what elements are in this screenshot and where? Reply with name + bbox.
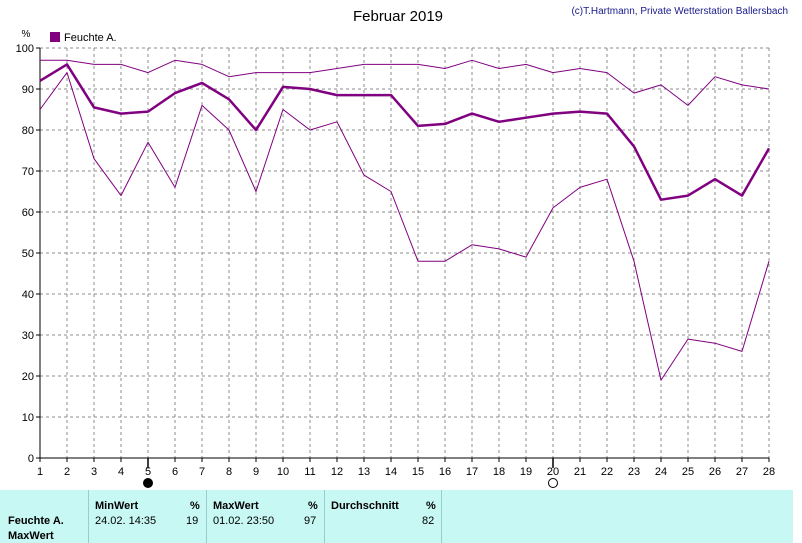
- y-axis-unit: %: [22, 29, 31, 40]
- x-tick-label: 8: [226, 466, 232, 478]
- full-moon-icon: [548, 478, 558, 488]
- humidity-chart: Februar 2019 (c)T.Hartmann, Private Wett…: [16, 6, 788, 488]
- x-tick-label: 28: [763, 466, 775, 478]
- stats-avg-value: 82: [422, 515, 435, 527]
- stats-max-value: 97: [304, 515, 317, 527]
- chart-title: Februar 2019: [353, 8, 443, 25]
- x-tick-label: 25: [682, 466, 694, 478]
- stats-avg-unit: %: [426, 500, 436, 512]
- x-tick-label: 18: [493, 466, 505, 478]
- x-tick-label: 20: [547, 466, 559, 478]
- credit-text: (c)T.Hartmann, Private Wetterstation Bal…: [571, 6, 788, 17]
- stats-table: MinWert % MaxWert % Durchschnitt % Feuch…: [0, 490, 793, 543]
- x-tick-label: 11: [304, 466, 315, 478]
- y-tick-label: 70: [22, 166, 34, 178]
- x-tick-label: 22: [601, 466, 613, 478]
- stats-row-label: Feuchte A.: [8, 515, 64, 527]
- y-tick-label: 50: [22, 248, 34, 260]
- stats-min-value: 19: [186, 515, 199, 527]
- stats-max-time: 01.02. 23:50: [213, 515, 275, 527]
- x-tick-label: 15: [412, 466, 424, 478]
- stats-max-unit: %: [308, 500, 318, 512]
- x-tick-label: 1: [37, 466, 43, 478]
- stats-min-unit: %: [190, 500, 200, 512]
- x-tick-label: 13: [358, 466, 370, 478]
- y-tick-label: 40: [22, 289, 34, 301]
- stats-min-time: 24.02. 14:35: [95, 515, 157, 527]
- x-tick-label: 9: [253, 466, 259, 478]
- y-tick-label: 100: [16, 43, 34, 55]
- x-tick-label: 19: [520, 466, 532, 478]
- y-tick-label: 0: [28, 453, 34, 465]
- y-tick-label: 20: [22, 371, 34, 383]
- x-tick-label: 5: [145, 466, 151, 478]
- x-tick-label: 24: [655, 466, 667, 478]
- x-tick-label: 3: [91, 466, 97, 478]
- x-tick-label: 2: [64, 466, 70, 478]
- y-tick-label: 10: [22, 412, 34, 424]
- x-tick-label: 17: [466, 466, 478, 478]
- legend-label: Feuchte A.: [64, 32, 117, 44]
- x-tick-label: 7: [199, 466, 205, 478]
- x-tick-label: 6: [172, 466, 178, 478]
- stats-row-label-2: MaxWert: [8, 530, 54, 542]
- stats-avg-header: Durchschnitt: [331, 500, 399, 512]
- y-tick-label: 80: [22, 125, 34, 137]
- y-tick-label: 90: [22, 84, 34, 96]
- x-tick-label: 21: [574, 466, 586, 478]
- x-tick-label: 12: [331, 466, 343, 478]
- series-line-min: [39, 72, 770, 381]
- legend-swatch: [50, 32, 60, 42]
- x-tick-label: 4: [118, 466, 124, 478]
- x-tick-label: 23: [628, 466, 640, 478]
- stats-max-header: MaxWert: [213, 500, 259, 512]
- stats-min-header: MinWert: [95, 500, 139, 512]
- x-tick-label: 14: [385, 466, 397, 478]
- x-tick-label: 16: [439, 466, 451, 478]
- series-line-max: [40, 59, 770, 106]
- x-tick-label: 27: [736, 466, 748, 478]
- y-tick-label: 30: [22, 330, 34, 342]
- y-tick-label: 60: [22, 207, 34, 219]
- x-tick-label: 10: [277, 466, 289, 478]
- new-moon-icon: [143, 478, 153, 488]
- series-line-avg: [39, 63, 771, 201]
- x-tick-label: 26: [709, 466, 721, 478]
